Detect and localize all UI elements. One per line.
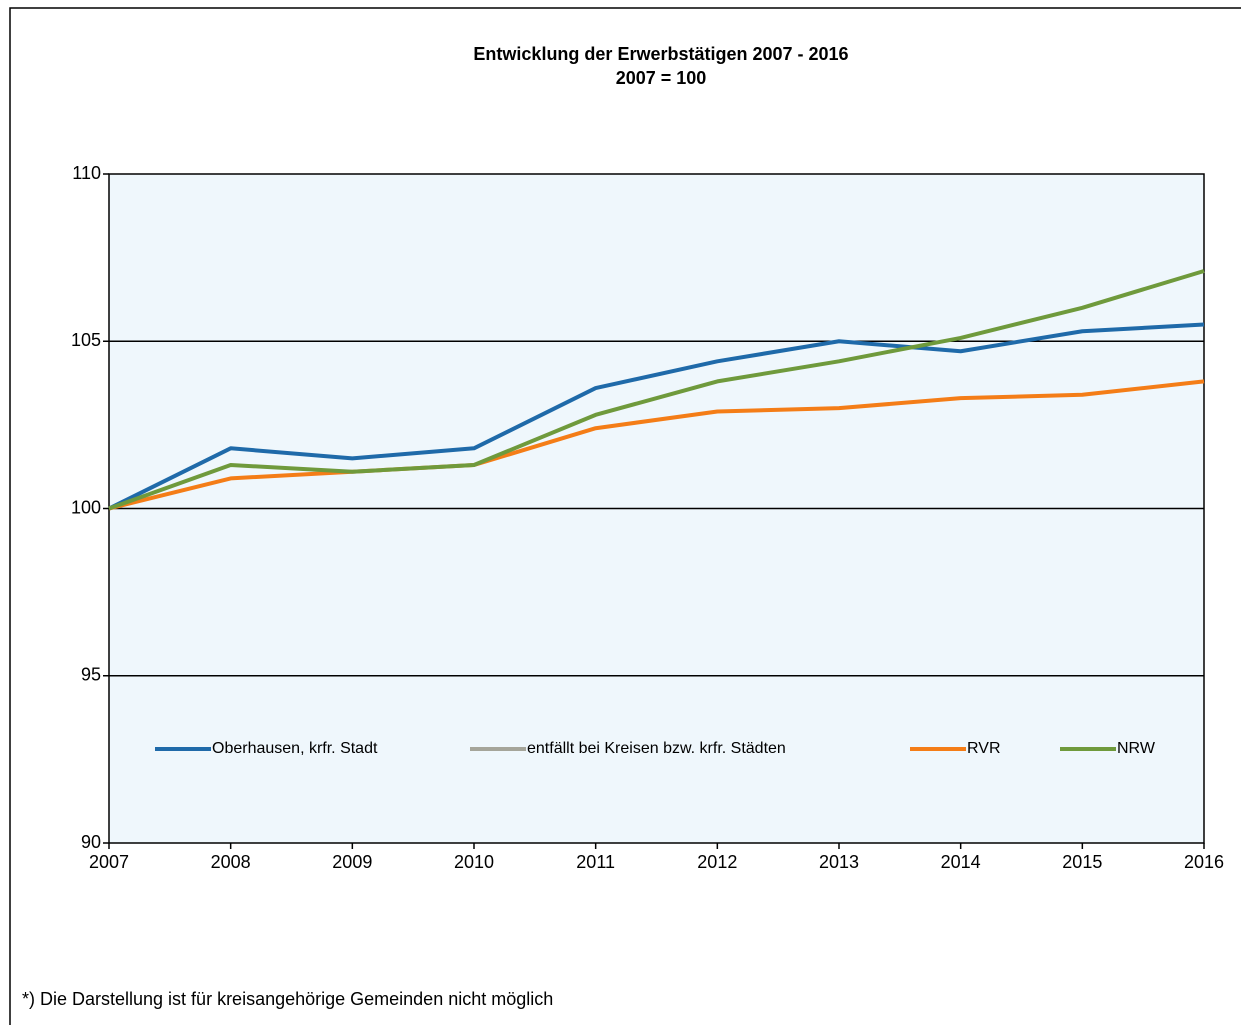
series-line	[108, 322, 1205, 511]
x-tick-label: 2011	[576, 852, 615, 872]
chart-subtitle: 2007 = 100	[616, 68, 707, 88]
y-tick-label: 110	[72, 163, 101, 183]
x-tick-label: 2012	[697, 852, 737, 872]
y-tick-label: 105	[71, 330, 101, 350]
x-tick-label: 2009	[332, 852, 372, 872]
footnote: *) Die Darstellung ist für kreisangehöri…	[22, 989, 553, 1009]
y-tick-label: 90	[81, 832, 101, 852]
series-line	[108, 269, 1205, 511]
legend-label: Oberhausen, krfr. Stadt	[212, 740, 378, 757]
y-tick-label: 100	[71, 497, 101, 517]
legend-label: RVR	[967, 740, 1001, 757]
x-tick-label: 2015	[1062, 852, 1102, 872]
x-tick-label: 2014	[941, 852, 981, 872]
legend-label: NRW	[1117, 740, 1156, 757]
series-line	[108, 379, 1205, 511]
x-tick-label: 2016	[1184, 852, 1224, 872]
x-tick-label: 2010	[454, 852, 494, 872]
x-tick-label: 2013	[819, 852, 859, 872]
chart-title: Entwicklung der Erwerbstätigen 2007 - 20…	[473, 44, 848, 64]
legend-label: entfällt bei Kreisen bzw. krfr. Städten	[527, 740, 786, 757]
y-tick-label: 95	[81, 665, 101, 685]
x-tick-label: 2007	[89, 852, 129, 872]
x-tick-label: 2008	[211, 852, 251, 872]
